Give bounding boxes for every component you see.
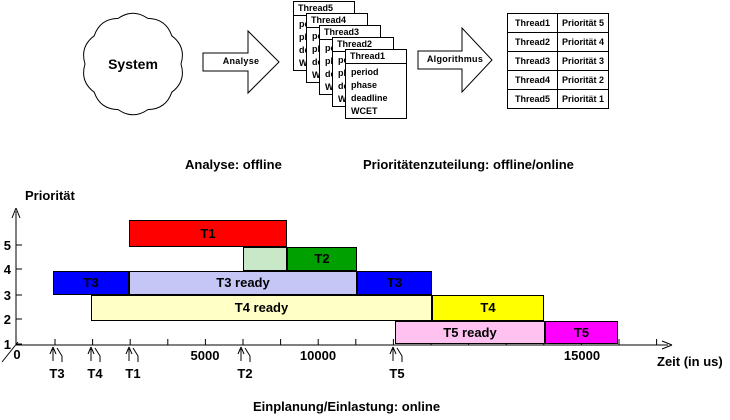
thread-param: phase (351, 80, 378, 90)
thread-card-body: period phase deadline WCET (346, 64, 406, 118)
arrival-mark-t2 (237, 346, 251, 362)
gantt-bar-t4-ready: T4 ready (91, 295, 432, 321)
x-tick-label: 10000 (299, 348, 337, 363)
x-tick-label: 15000 (563, 348, 601, 363)
origin-slash (1, 341, 19, 363)
y-tick-label: 3 (3, 288, 11, 303)
arrival-label-t3: T3 (49, 366, 65, 381)
arrival-mark-t4 (87, 346, 101, 362)
table-cell-thread: Thread1 (508, 14, 558, 33)
thread-card-title: Thread1 (346, 50, 406, 64)
lightning-icon (237, 346, 251, 362)
thread-cards: Thread5periodphasedeadlineWCETThread4per… (293, 1, 413, 123)
arrival-mark-t5 (389, 346, 403, 362)
gantt-bar-t4-run: T4 (432, 295, 544, 321)
priority-table: Thread1 Priorität 5 Thread2 Priorität 4 Thre… (507, 13, 609, 109)
gantt-bar-t2-ready (243, 247, 287, 271)
arrival-label-t4: T4 (87, 366, 103, 381)
y-tick-label: 2 (3, 312, 11, 327)
origin-label: 0 (13, 347, 21, 362)
gantt-bar-t3-run-1: T3 (53, 271, 129, 295)
caption-einplanung-einlastung: Einplanung/Einlastung: online (253, 399, 441, 414)
lightning-icon (87, 346, 101, 362)
arrival-mark-t1 (125, 346, 139, 362)
arrival-mark-t3 (49, 346, 63, 362)
table-cell-thread: Thread2 (508, 33, 558, 52)
thread-param: deadline (351, 93, 388, 103)
gantt-bar-t3-ready: T3 ready (129, 271, 357, 295)
caption-analyse-offline: Analyse: offline (185, 157, 282, 172)
gantt-bar-t2-run: T2 (287, 247, 357, 271)
thread-param: WCET (351, 106, 378, 116)
lightning-icon (389, 346, 403, 362)
y-tick-label: 4 (3, 262, 11, 277)
x-tick-label: 5000 (190, 348, 220, 363)
gantt-bar-t1-run: T1 (129, 220, 287, 247)
thread-param: period (351, 67, 379, 77)
table-cell-thread: Thread5 (508, 90, 558, 109)
table-cell-priority: Priorität 2 (558, 71, 609, 90)
system-label: System (108, 56, 158, 72)
analyse-arrow-shape (202, 29, 280, 95)
gantt-bar-t3-run-2: T3 (357, 271, 432, 295)
thread-card: Thread1 period phase deadline WCET (345, 49, 407, 119)
algorithmus-arrow-label: Algorithmus (426, 54, 484, 64)
table-cell-priority: Priorität 3 (558, 52, 609, 71)
table-cell-thread: Thread3 (508, 52, 558, 71)
y-axis-title: Priorität (25, 188, 75, 203)
table-cell-priority: Priorität 4 (558, 33, 609, 52)
gantt-bar-t5-run: T5 (545, 321, 618, 344)
x-axis-arrowhead (661, 340, 673, 350)
table-cell-thread: Thread4 (508, 71, 558, 90)
y-axis-arrowhead (11, 207, 21, 219)
arrival-label-t5: T5 (389, 366, 405, 381)
y-tick-label: 5 (3, 238, 11, 253)
lightning-icon (125, 346, 139, 362)
table-cell-priority: Priorität 1 (558, 90, 609, 109)
arrival-marks (49, 346, 403, 362)
y-tick-label: 1 (3, 337, 11, 352)
arrival-label-t2: T2 (237, 366, 253, 381)
caption-prioritaetenzuteilung: Prioritätenzuteilung: offline/online (363, 157, 574, 172)
analyse-arrow-label: Analyse (222, 56, 260, 66)
gantt-bar-t5-ready: T5 ready (395, 321, 545, 344)
lightning-icon (49, 346, 63, 362)
arrival-label-t1: T1 (125, 366, 141, 381)
algorithmus-arrow-shape (417, 26, 493, 94)
system-cloud-shape (83, 12, 183, 116)
table-cell-priority: Priorität 5 (558, 14, 609, 33)
x-axis-title: Zeit (in us) (657, 354, 723, 369)
